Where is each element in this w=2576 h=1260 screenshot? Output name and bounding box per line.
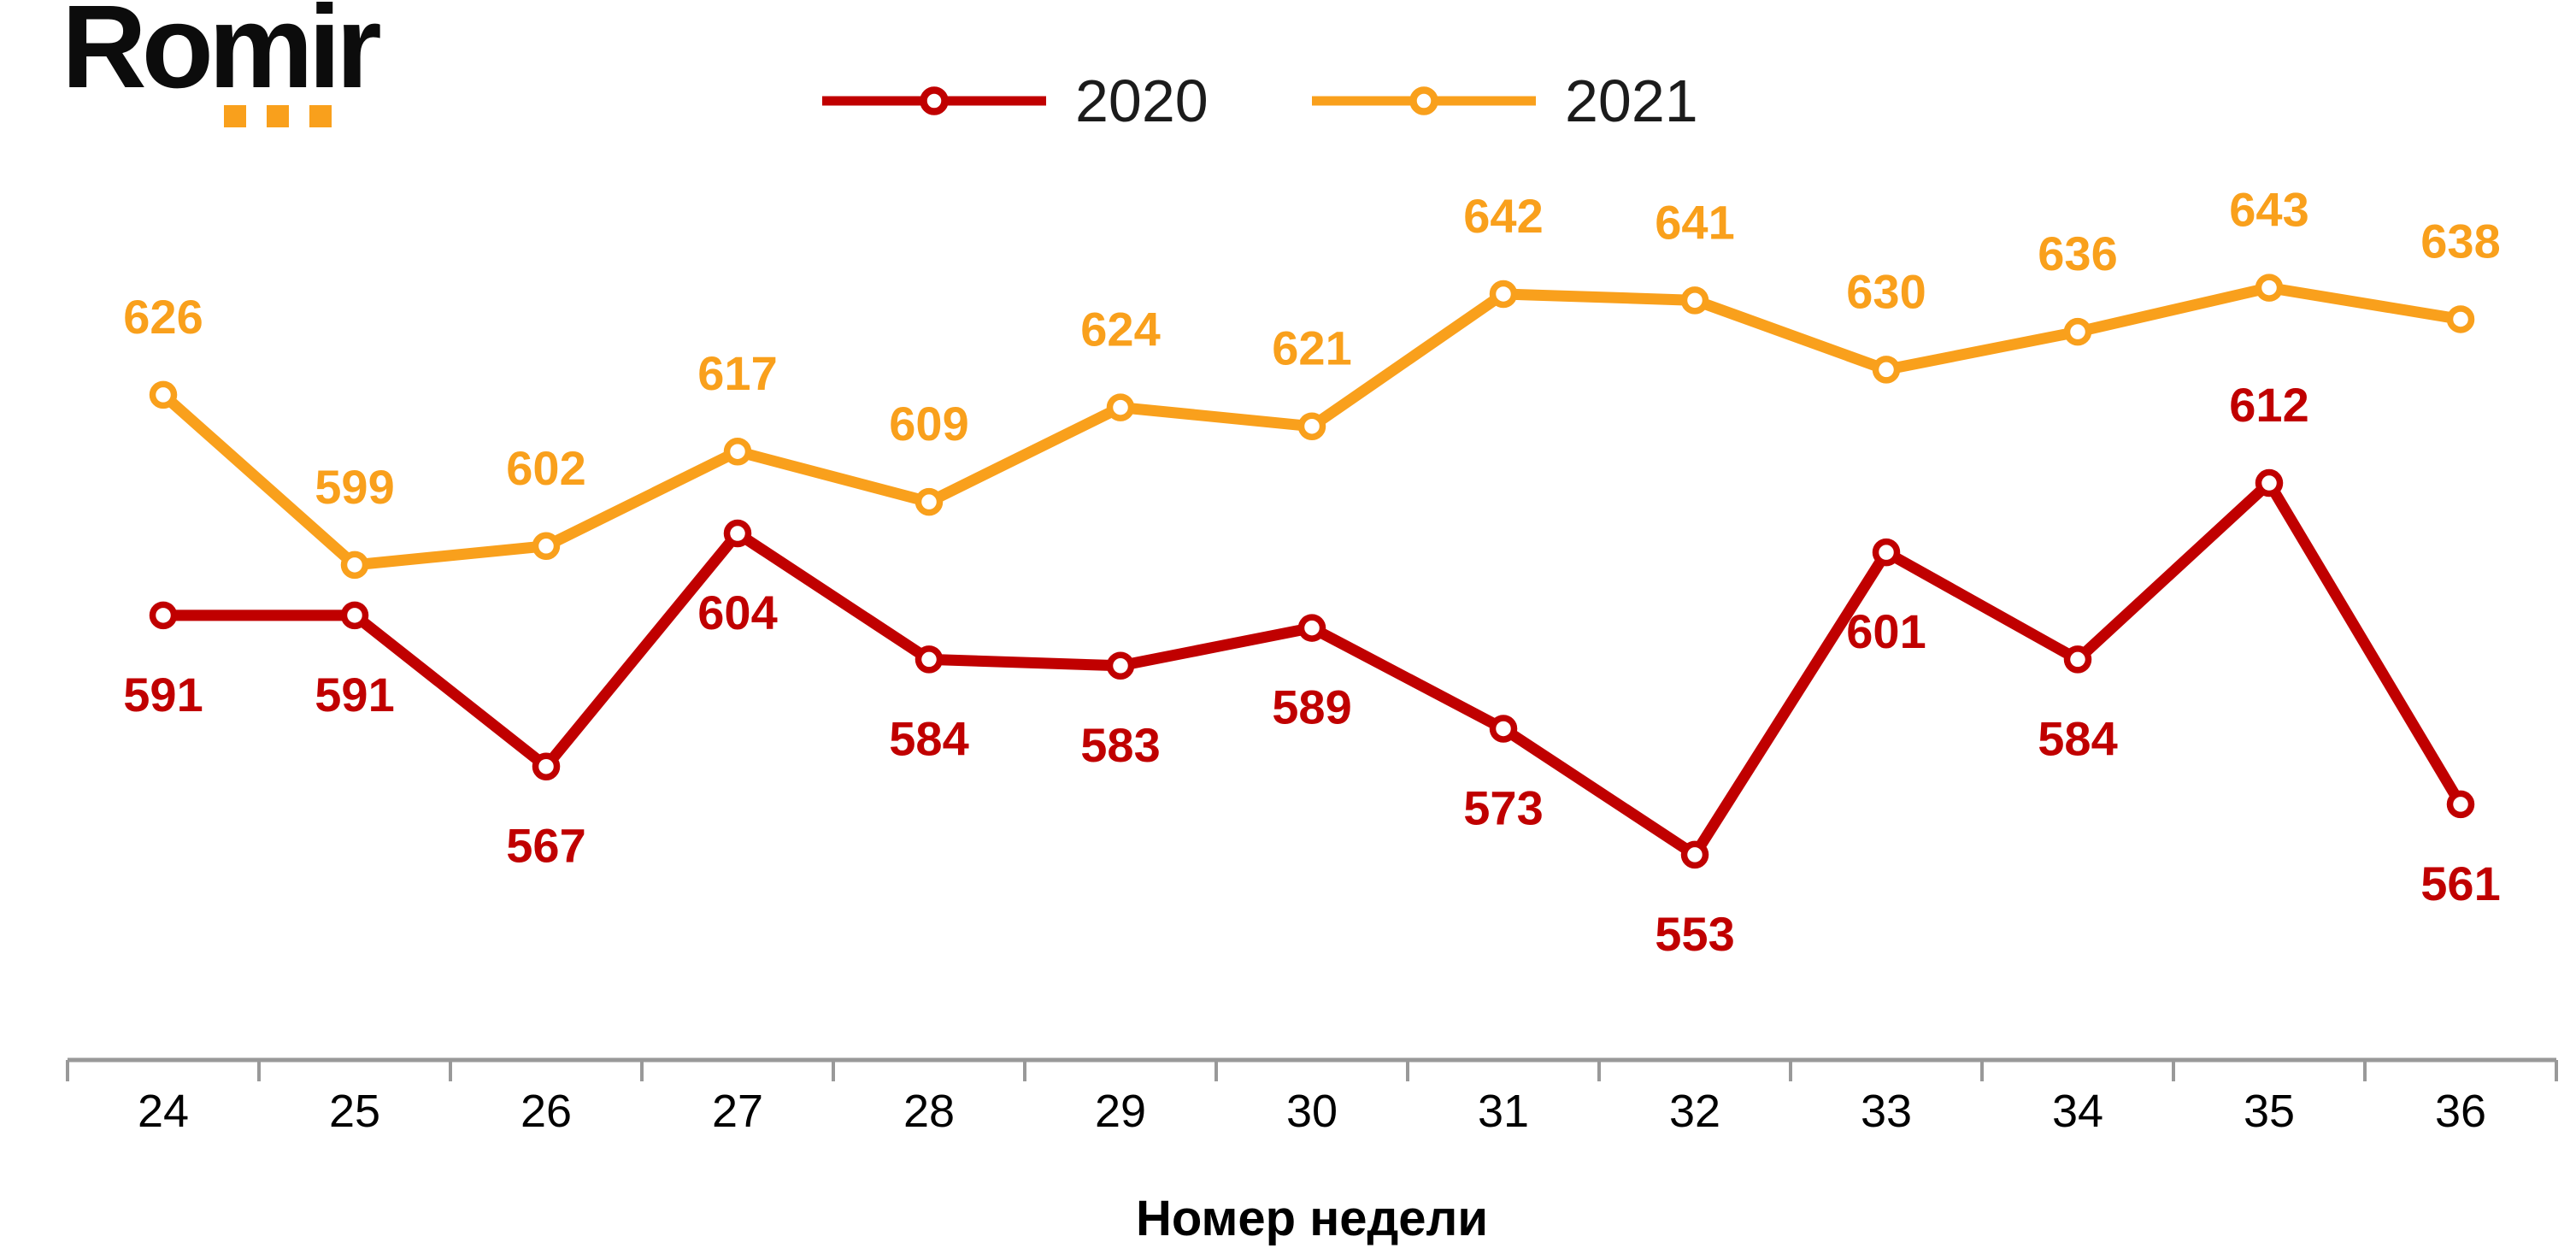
value-label-2021-w33: 630 — [1846, 264, 1926, 318]
marker-2021-w32 — [1680, 286, 1709, 315]
marker-2021-w33 — [1872, 356, 1901, 384]
marker-2021-w25 — [340, 551, 369, 580]
tick-label-25: 25 — [329, 1086, 380, 1137]
marker-2020-w26 — [532, 752, 561, 780]
marker-2021-w28 — [915, 487, 944, 516]
marker-2021-w34 — [2063, 317, 2092, 346]
tick-label-31: 31 — [1478, 1086, 1529, 1137]
marker-2020-w36 — [2446, 790, 2475, 819]
value-label-2021-w36: 638 — [2420, 214, 2500, 268]
value-label-2020-w31: 573 — [1463, 780, 1543, 834]
marker-2020-w28 — [915, 645, 944, 674]
value-label-2021-w30: 621 — [1272, 321, 1351, 375]
tick-label-29: 29 — [1095, 1086, 1146, 1137]
marker-2020-w33 — [1872, 538, 1901, 567]
tick-label-28: 28 — [903, 1086, 955, 1137]
legend-line-marker-icon — [1312, 86, 1536, 115]
marker-2021-w29 — [1106, 393, 1135, 421]
legend-item-2021: 2021 — [1312, 71, 1698, 131]
value-label-2020-w28: 584 — [889, 711, 968, 765]
legend-label-2020: 2020 — [1075, 68, 1209, 134]
marker-2020-w27 — [723, 519, 752, 548]
legend-label-2021: 2021 — [1565, 68, 1698, 134]
value-label-2020-w29: 583 — [1080, 718, 1160, 772]
series-2020-line — [157, 477, 2467, 861]
value-label-2020-w24: 591 — [123, 668, 203, 721]
value-label-2021-w28: 609 — [889, 397, 968, 450]
tick-label-30: 30 — [1286, 1086, 1338, 1137]
value-label-2020-w34: 584 — [2038, 711, 2117, 765]
romir-logo: Romir — [62, 0, 540, 162]
romir-logo-square-icon — [224, 105, 246, 127]
legend-line-marker-icon — [822, 86, 1046, 115]
marker-2021-w26 — [532, 532, 561, 561]
value-label-2021-w31: 642 — [1463, 189, 1543, 243]
romir-logo-square-icon — [267, 105, 289, 127]
value-label-2020-w35: 612 — [2229, 378, 2308, 432]
tick-label-26: 26 — [520, 1086, 572, 1137]
value-label-2021-w25: 599 — [315, 460, 394, 514]
value-label-2021-w35: 643 — [2229, 183, 2308, 237]
marker-2020-w30 — [1297, 614, 1326, 642]
marker-2020-w32 — [1680, 840, 1709, 869]
value-label-2020-w25: 591 — [315, 668, 394, 721]
value-label-2021-w24: 626 — [123, 290, 203, 344]
value-label-2020-w36: 561 — [2420, 857, 2500, 910]
tick-label-32: 32 — [1669, 1086, 1720, 1137]
value-label-2020-w30: 589 — [1272, 680, 1351, 734]
marker-2020-w29 — [1106, 651, 1135, 680]
value-label-2021-w34: 636 — [2038, 227, 2117, 280]
tick-label-27: 27 — [712, 1086, 763, 1137]
marker-2020-w34 — [2063, 645, 2092, 674]
value-label-2020-w26: 567 — [506, 819, 585, 873]
value-label-2021-w32: 641 — [1655, 195, 1734, 249]
romir-logo-text: Romir — [62, 0, 382, 113]
value-label-2021-w26: 602 — [506, 441, 585, 495]
tick-label-33: 33 — [1861, 1086, 1912, 1137]
value-label-2020-w27: 604 — [697, 586, 777, 639]
x-axis-title: Номер недели — [1135, 1191, 1489, 1246]
value-label-2021-w27: 617 — [697, 346, 777, 400]
marker-2021-w24 — [149, 380, 178, 409]
tick-label-24: 24 — [138, 1086, 189, 1137]
value-label-2020-w33: 601 — [1846, 604, 1926, 658]
marker-2020-w24 — [149, 601, 178, 630]
tick-label-34: 34 — [2052, 1086, 2103, 1137]
value-label-2021-w29: 624 — [1080, 303, 1160, 356]
marker-2020-w31 — [1489, 715, 1518, 743]
marker-2021-w36 — [2446, 305, 2475, 333]
marker-2021-w30 — [1297, 412, 1326, 440]
marker-2020-w35 — [2255, 468, 2284, 498]
value-label-2020-w32: 553 — [1655, 907, 1734, 961]
marker-2021-w31 — [1489, 280, 1518, 309]
tick-label-36: 36 — [2435, 1086, 2486, 1137]
marker-2021-w35 — [2255, 274, 2284, 302]
tick-label-35: 35 — [2244, 1086, 2295, 1137]
romir-logo-square-icon — [309, 105, 332, 127]
marker-2020-w25 — [340, 601, 369, 630]
legend-item-2020: 2020 — [822, 71, 1209, 131]
marker-2021-w27 — [723, 437, 752, 466]
